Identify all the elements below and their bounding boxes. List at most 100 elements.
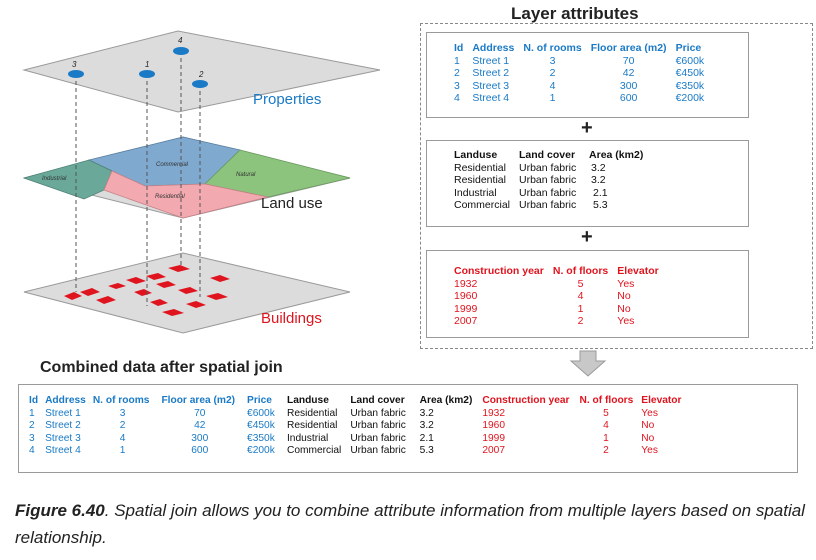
cell: 3 xyxy=(119,407,126,419)
col-header-area: Area (km2) xyxy=(419,395,473,406)
cell: 42 xyxy=(622,67,635,79)
cell: 3 xyxy=(29,432,35,444)
properties-label: Properties xyxy=(253,91,321,108)
cell: No xyxy=(617,290,631,302)
properties-attribute-table: Id Address N. of rooms Floor area (m2) P… xyxy=(454,42,713,105)
property-point-1 xyxy=(139,70,155,78)
cell: Yes xyxy=(641,407,658,419)
cell: 5.3 xyxy=(593,199,608,211)
table-row: 2 Street 2 2 42 €450k xyxy=(454,67,713,80)
layer-attributes-panel xyxy=(420,23,813,349)
col-header-land-cover: Land cover xyxy=(350,395,405,406)
table-row: 1 Street 1 3 70 €600k Residential Urban fabri… xyxy=(29,408,691,421)
col-header-address: Address xyxy=(45,395,86,406)
property-point-4 xyxy=(173,47,189,55)
plus-sign-2: + xyxy=(581,226,593,248)
cell: Urban fabric xyxy=(519,174,577,186)
cell: 2 xyxy=(454,67,460,79)
table-row: Residential Urban fabric 3.2 xyxy=(454,162,652,175)
table-row: Industrial Urban fabric 2.1 xyxy=(454,187,652,200)
cell: Yes xyxy=(617,315,635,327)
col-header-id: Id xyxy=(454,42,464,54)
point-label-4: 4 xyxy=(178,36,183,45)
cell: 1932 xyxy=(482,407,506,419)
cell: 2.1 xyxy=(419,432,434,444)
cell: Urban fabric xyxy=(350,445,406,456)
cell: No xyxy=(641,420,655,431)
cell: Urban fabric xyxy=(519,161,577,174)
cell: 3 xyxy=(549,54,556,67)
cell: 2 xyxy=(119,420,126,431)
cell: 2007 xyxy=(482,445,506,456)
cell: €350k xyxy=(675,79,705,92)
connector-lines xyxy=(75,51,201,306)
zone-label-residential: Residential xyxy=(155,194,185,200)
cell: 70 xyxy=(194,407,206,419)
landuse-attribute-box: Landuse Land cover Area (km2) Residentia… xyxy=(426,140,749,227)
cell: Street 4 xyxy=(472,92,510,104)
table-row: 3 Street 3 4 300 €350k xyxy=(454,80,713,93)
table-row: Commercial Urban fabric 5.3 xyxy=(454,199,652,212)
table-row: 4 Street 4 1 600 €200k Commercial Urban fabri… xyxy=(29,445,691,458)
col-header-elevator: Elevator xyxy=(641,395,682,406)
cell: Residential xyxy=(286,407,338,419)
cell: Industrial xyxy=(286,432,329,444)
col-header-land-cover: Land cover xyxy=(519,149,576,161)
buildings-attribute-table: Construction year N. of floors Elevator … xyxy=(454,265,668,328)
cell: 4 xyxy=(119,432,126,444)
table-row: 3 Street 3 4 300 €350k Industrial Urban fabri… xyxy=(29,433,691,446)
cell: Street 2 xyxy=(472,67,510,79)
cell: €450k xyxy=(675,67,705,79)
down-arrow-icon xyxy=(569,350,607,377)
combined-data-table: Id Address N. of rooms Floor area (m2) P… xyxy=(29,395,691,458)
table-row: 1999 1 No xyxy=(454,303,668,316)
cell: Yes xyxy=(641,445,658,456)
cell: Residential xyxy=(454,174,506,186)
cell: Street 1 xyxy=(45,407,81,419)
zone-label-commercial: Commercial xyxy=(156,162,189,168)
cell: 70 xyxy=(622,54,635,67)
col-header-construction-year: Construction year xyxy=(454,265,544,277)
cell: €200k xyxy=(247,445,275,456)
layer-attributes-title: Layer attributes xyxy=(511,4,639,23)
zone-label-natural: Natural xyxy=(236,172,256,178)
cell: €350k xyxy=(247,432,275,444)
table-row: 1 Street 1 3 70 €600k xyxy=(454,55,713,68)
col-header-floors: N. of floors xyxy=(579,395,634,406)
cell: €450k xyxy=(247,420,275,431)
col-header-rooms: N. of rooms xyxy=(523,42,582,54)
table-row: 2 Street 2 2 42 €450k Residential Urban fabri… xyxy=(29,420,691,433)
cell: €600k xyxy=(247,407,275,419)
cell: 1932 xyxy=(454,277,478,290)
table-row: 2007 2 Yes xyxy=(454,315,668,328)
landuse-label: Land use xyxy=(261,195,323,212)
zone-label-industrial: Industrial xyxy=(42,176,67,182)
col-header-construction-year: Construction year xyxy=(482,395,570,406)
cell: Street 2 xyxy=(45,420,81,431)
properties-attribute-box: Id Address N. of rooms Floor area (m2) P… xyxy=(426,32,749,118)
cell: 4 xyxy=(29,445,35,456)
cell: 4 xyxy=(577,290,584,302)
cell: Street 4 xyxy=(45,445,81,456)
figure-number: Figure 6.40 xyxy=(15,501,105,520)
cell: Commercial xyxy=(454,199,511,211)
cell: 1 xyxy=(119,445,126,456)
point-label-2: 2 xyxy=(198,70,204,79)
cell: No xyxy=(641,432,655,444)
cell: 1 xyxy=(454,54,460,67)
landuse-attribute-table: Landuse Land cover Area (km2) Residentia… xyxy=(454,149,652,212)
cell: No xyxy=(617,302,631,315)
cell: 3 xyxy=(454,79,460,92)
cell: 4 xyxy=(549,79,556,92)
cell: Urban fabric xyxy=(519,199,577,211)
cell: 1 xyxy=(577,302,584,315)
cell: Urban fabric xyxy=(350,407,406,419)
cell: 5 xyxy=(603,407,609,419)
col-header-elevator: Elevator xyxy=(617,265,659,277)
cell: 1999 xyxy=(482,432,506,444)
point-label-3: 3 xyxy=(72,60,77,69)
cell: 42 xyxy=(194,420,206,431)
cell: 2007 xyxy=(454,315,478,327)
property-point-2 xyxy=(192,80,208,88)
buildings-label: Buildings xyxy=(261,310,322,327)
